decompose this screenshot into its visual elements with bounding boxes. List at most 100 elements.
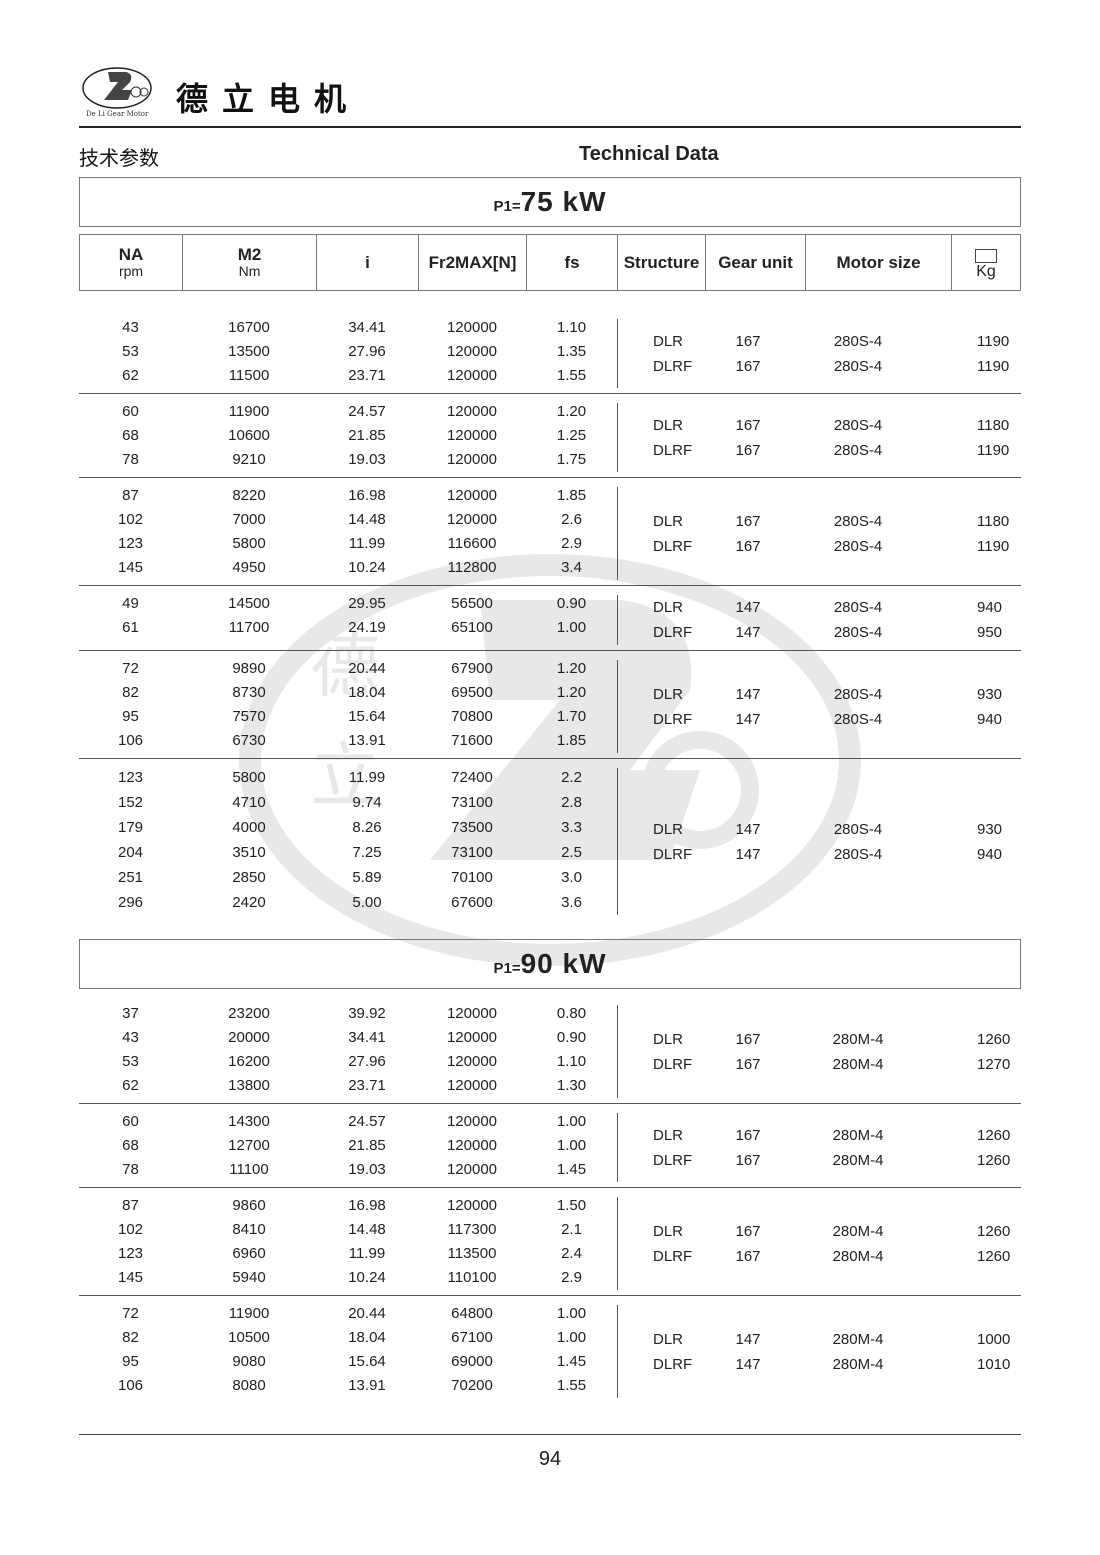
variant-row: DLR 167 280S-4 1190 xyxy=(618,329,1021,354)
table-row: 145 4950 10.24 112800 3.4 xyxy=(79,556,617,580)
cell-na: 82 xyxy=(122,684,139,701)
cell-fs: 2.1 xyxy=(561,1221,582,1238)
cell-motor-size: 280M-4 xyxy=(832,1222,884,1240)
cell-m2: 5940 xyxy=(232,1269,266,1286)
table-row: 49 14500 29.95 56500 0.90 xyxy=(79,592,617,616)
cell-fs: 2.6 xyxy=(561,511,582,528)
cell-weight: 1260 xyxy=(977,1126,1011,1144)
cell-fs: 1.10 xyxy=(556,1053,587,1070)
cell-fr: 120000 xyxy=(446,343,498,360)
weight-icon xyxy=(975,249,997,263)
cell-i: 19.03 xyxy=(348,451,386,468)
cell-fs: 1.45 xyxy=(556,1353,587,1370)
table-row: 102 7000 14.48 120000 2.6 xyxy=(79,508,617,532)
cell-na: 49 xyxy=(122,595,139,612)
table-header: NA rpm M2 Nm i Fr2MAX[N] fs Structure Gear… xyxy=(79,234,1021,291)
table-row: 62 13800 23.71 120000 1.30 xyxy=(79,1074,617,1098)
cell-fr: 116600 xyxy=(447,535,497,552)
cell-na: 145 xyxy=(117,559,144,576)
section-75kw: 43 16700 34.41 120000 1.10 53 13500 27.96 120000… xyxy=(79,310,1021,920)
cell-na: 37 xyxy=(122,1005,139,1022)
cell-i: 5.00 xyxy=(352,894,382,911)
cell-m2: 20000 xyxy=(228,1029,270,1046)
cell-m2: 8220 xyxy=(232,487,266,504)
cell-fr: 71600 xyxy=(451,732,493,749)
cell-motor-size: 280S-4 xyxy=(833,820,883,838)
cell-structure: DLRF xyxy=(653,845,693,863)
cell-fr: 70800 xyxy=(451,708,493,725)
table-row: 251 2850 5.89 70100 3.0 xyxy=(79,865,617,890)
variant-row: DLRF 147 280S-4 940 xyxy=(618,842,1021,867)
cell-fs: 2.4 xyxy=(561,1245,582,1262)
cell-fr: 70200 xyxy=(451,1377,493,1394)
variant-list: DLR 167 280M-4 1260 DLRF 167 280M-4 1270 xyxy=(617,1005,1021,1098)
variant-row: DLR 167 280M-4 1260 xyxy=(618,1123,1021,1148)
cell-gear-unit: 147 xyxy=(735,820,761,838)
cell-structure: DLR xyxy=(653,1330,684,1348)
cell-structure: DLR xyxy=(653,1222,684,1240)
cell-gear-unit: 167 xyxy=(735,357,761,375)
variant-list: DLR 167 280S-4 1180 DLRF 167 280S-4 1190 xyxy=(617,487,1021,580)
table-group: 37 23200 39.92 120000 0.80 43 20000 34.41 120000… xyxy=(79,996,1021,1104)
cell-m2: 7570 xyxy=(232,708,266,725)
table-row: 87 9860 16.98 120000 1.50 xyxy=(79,1194,617,1218)
cell-na: 72 xyxy=(122,1305,139,1322)
cell-fs: 1.00 xyxy=(556,619,587,636)
cell-fs: 2.9 xyxy=(561,1269,582,1286)
cell-structure: DLRF xyxy=(653,357,693,375)
table-group: 123 5800 11.99 72400 2.2 152 4710 9.74 73100 2.8 1… xyxy=(79,759,1021,920)
cell-structure: DLR xyxy=(653,820,684,838)
footer-divider xyxy=(79,1434,1021,1435)
page-number: 94 xyxy=(538,1448,562,1470)
cell-motor-size: 280S-4 xyxy=(833,624,883,641)
cell-motor-size: 280M-4 xyxy=(832,1151,884,1169)
variant-row: DLRF 167 280M-4 1260 xyxy=(618,1148,1021,1173)
variant-list: DLR 147 280S-4 940 DLRF 147 280S-4 950 xyxy=(617,595,1021,645)
cell-fr: 67900 xyxy=(451,660,493,677)
cell-fr: 120000 xyxy=(446,1077,498,1094)
cell-i: 14.48 xyxy=(348,511,386,528)
cell-fr: 120000 xyxy=(446,1029,498,1046)
cell-i: 34.41 xyxy=(348,319,386,336)
cell-motor-size: 280M-4 xyxy=(832,1126,884,1144)
col-m2: M2 Nm xyxy=(183,235,317,290)
cell-weight: 930 xyxy=(977,685,1003,703)
cell-fs: 1.35 xyxy=(556,343,587,360)
cell-m2: 13800 xyxy=(228,1077,270,1094)
cell-na: 87 xyxy=(122,1197,139,1214)
cell-na: 251 xyxy=(117,869,144,886)
cell-motor-size: 280S-4 xyxy=(833,710,883,728)
svg-text:德: 德 xyxy=(310,625,380,707)
cell-i: 9.74 xyxy=(352,794,382,811)
cell-m2: 23200 xyxy=(228,1005,270,1022)
cell-m2: 5800 xyxy=(232,535,266,552)
cell-na: 179 xyxy=(117,819,144,836)
section-90kw: 37 23200 39.92 120000 0.80 43 20000 34.41 120000… xyxy=(79,996,1021,1403)
cell-m2: 11900 xyxy=(228,403,270,420)
cell-na: 68 xyxy=(122,1137,139,1154)
cell-na: 78 xyxy=(122,451,139,468)
cell-fs: 1.85 xyxy=(556,732,587,749)
cell-fr: 120000 xyxy=(446,1053,498,1070)
cell-na: 72 xyxy=(122,660,139,677)
cell-fs: 0.80 xyxy=(556,1005,587,1022)
variant-row: DLRF 167 280S-4 1190 xyxy=(618,438,1021,463)
cell-fs: 1.10 xyxy=(556,319,587,336)
cell-na: 61 xyxy=(122,619,139,636)
cell-m2: 10500 xyxy=(228,1329,270,1346)
table-group: 60 14300 24.57 120000 1.00 68 12700 21.85 120000… xyxy=(79,1104,1021,1188)
table-row: 123 5800 11.99 116600 2.9 xyxy=(79,532,617,556)
cell-m2: 11500 xyxy=(228,367,270,384)
cell-structure: DLR xyxy=(653,599,684,616)
cell-fr: 67100 xyxy=(451,1329,493,1346)
variant-row: DLRF 167 280S-4 1190 xyxy=(618,354,1021,379)
cell-gear-unit: 147 xyxy=(735,624,761,641)
cell-structure: DLRF xyxy=(653,710,693,728)
cell-structure: DLR xyxy=(653,1030,684,1048)
cell-m2: 12700 xyxy=(228,1137,270,1154)
table-row: 72 9890 20.44 67900 1.20 xyxy=(79,657,617,681)
cell-structure: DLRF xyxy=(653,1151,693,1169)
table-row: 43 16700 34.41 120000 1.10 xyxy=(79,316,617,340)
variant-row: DLRF 167 280M-4 1260 xyxy=(618,1244,1021,1269)
header-divider xyxy=(79,126,1021,128)
